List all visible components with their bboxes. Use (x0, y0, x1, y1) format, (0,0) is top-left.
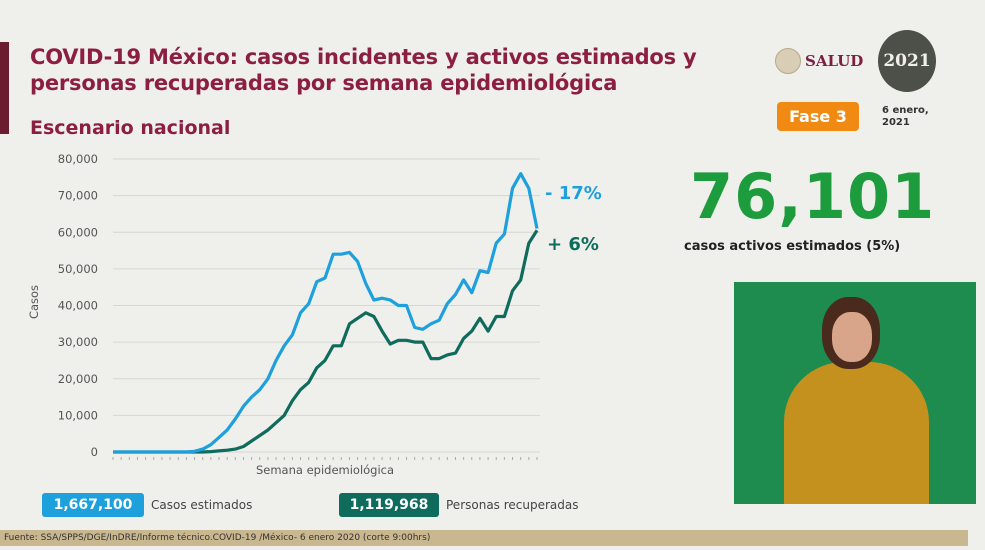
title-line-2: personas recuperadas por semana epidemio… (30, 71, 618, 95)
y-tick-label: 80,000 (58, 152, 98, 166)
mexico-2021-logo: 2021 (878, 30, 936, 92)
report-date: 6 enero, 2021 (882, 105, 929, 128)
source-footer: Fuente: SSA/SPPS/DGE/InDRE/Informe técni… (0, 530, 968, 546)
x-axis-label: Semana epidemiológica (256, 463, 394, 477)
salud-logo-text: SALUD (805, 52, 864, 70)
personas-recuperadas-total: 1,119,968 (339, 493, 439, 517)
casos-estimados-label: Casos estimados (151, 498, 253, 512)
casos-estimados-total: 1,667,100 (42, 493, 144, 517)
line-chart: 0 10,000 20,000 30,000 40,000 50,000 60,000 70,… (27, 152, 602, 477)
y-tick-label: 0 (91, 445, 98, 459)
y-tick-label: 40,000 (58, 299, 98, 313)
y-tick-label: 70,000 (58, 189, 98, 203)
y-tick-label: 20,000 (58, 372, 98, 386)
active-cases-caption: casos activos estimados (5%) (684, 239, 901, 254)
y-axis-label: Casos (27, 285, 41, 319)
y-tick-label: 10,000 (58, 408, 98, 422)
interpreter-face (832, 312, 872, 362)
salud-logo: SALUD (775, 48, 863, 74)
logo-2021-text: 2021 (883, 51, 931, 71)
recuperadas-change-label: + 6% (547, 234, 599, 255)
estimados-change-label: - 17% (545, 183, 602, 204)
series-line-recuperadas (113, 229, 539, 454)
y-tick-label: 60,000 (58, 225, 98, 239)
page-subtitle: Escenario nacional (30, 117, 231, 139)
interpreter-body (784, 362, 929, 504)
series-line-estimados (113, 172, 539, 454)
page-title: COVID-19 México: casos incidentes y acti… (30, 44, 697, 96)
y-tick-label: 50,000 (58, 262, 98, 276)
seal-icon (775, 48, 801, 74)
accent-bar (0, 42, 9, 134)
title-line-1: COVID-19 México: casos incidentes y acti… (30, 45, 697, 69)
phase-badge: Fase 3 (777, 102, 859, 131)
active-cases-value: 76,101 (690, 160, 936, 233)
y-tick-label: 30,000 (58, 335, 98, 349)
sign-language-interpreter-video (734, 282, 976, 504)
personas-recuperadas-label: Personas recuperadas (446, 498, 579, 512)
